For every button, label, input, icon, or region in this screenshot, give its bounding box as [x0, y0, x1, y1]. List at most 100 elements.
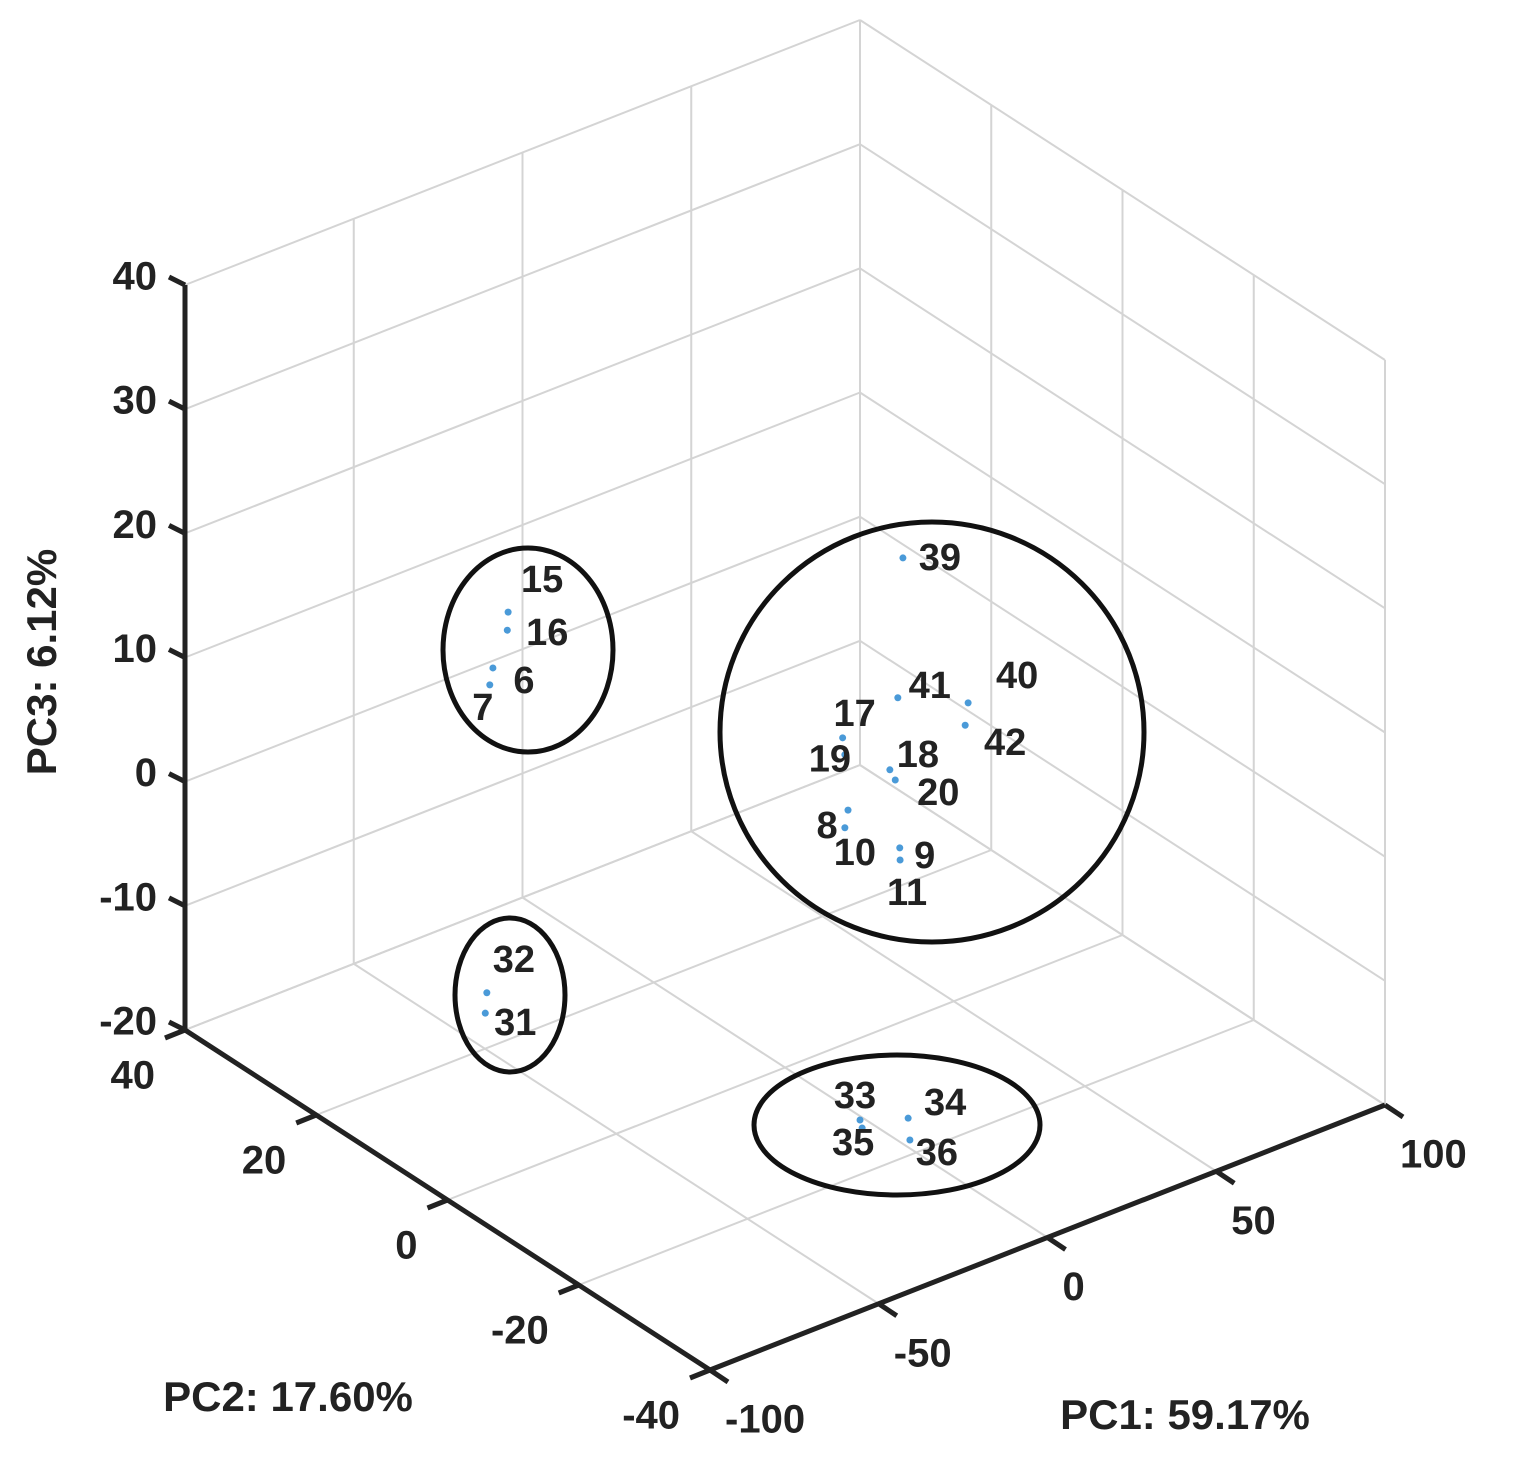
x-tick-label: 50 [1231, 1199, 1276, 1243]
y-tick-label: 0 [395, 1224, 417, 1268]
y-tick-label: 40 [111, 1054, 156, 1098]
grid-line [184, 391, 861, 659]
x-axis-label: PC1: 59.17% [1060, 1391, 1310, 1438]
x-tick-label: 0 [1063, 1265, 1085, 1309]
y-tick [164, 1027, 186, 1041]
grid-line [859, 639, 1386, 982]
z-tick [167, 523, 187, 536]
point [964, 699, 972, 707]
cluster-ellipse [440, 545, 616, 755]
y-tick [295, 1112, 318, 1126]
cluster-outlines [440, 519, 1147, 1198]
grid-line [859, 143, 1386, 486]
grid-line [578, 1019, 1255, 1286]
cluster-ellipse [717, 519, 1147, 945]
grid-line [184, 764, 861, 1031]
y-tick-label: 20 [242, 1139, 287, 1183]
x-tick [708, 1367, 730, 1385]
x-tick-label: -50 [894, 1331, 952, 1375]
point [489, 664, 497, 672]
x-tick-label: -100 [725, 1398, 805, 1442]
point [906, 1136, 914, 1144]
grid-line [184, 639, 861, 907]
z-tick [167, 647, 187, 660]
point [891, 776, 899, 784]
point-label: 40 [996, 655, 1038, 697]
point [503, 626, 511, 634]
grid-line [859, 515, 1386, 858]
point-label: 39 [919, 537, 961, 579]
point [504, 608, 512, 616]
point [899, 554, 907, 562]
y-tick [689, 1367, 711, 1381]
point-label: 9 [914, 835, 935, 877]
point-label: 11 [887, 872, 927, 914]
point-label: 16 [526, 612, 568, 654]
point [481, 1009, 489, 1017]
y-tick [557, 1282, 580, 1296]
point [894, 694, 902, 702]
point [961, 721, 969, 729]
z-tick [167, 1019, 187, 1033]
cluster-ellipse [751, 1052, 1043, 1198]
x-tick [1383, 1102, 1405, 1120]
z-axis-label: PC3: 6.12% [18, 549, 65, 775]
grid-line [184, 19, 861, 286]
point [904, 1114, 912, 1122]
x-tick [1046, 1235, 1067, 1252]
grid-line [184, 143, 861, 411]
point [483, 989, 491, 997]
point-label: 32 [493, 939, 535, 981]
point [844, 806, 852, 814]
point-label: 6 [513, 660, 534, 702]
point-label: 41 [909, 665, 951, 707]
x-tick [877, 1301, 899, 1318]
point-label: 18 [897, 734, 939, 776]
point-label: 33 [834, 1075, 876, 1117]
point-label: 10 [834, 832, 876, 874]
point-label: 20 [917, 772, 959, 814]
point-label: 7 [472, 687, 493, 729]
point-label: 19 [809, 739, 851, 781]
point [896, 844, 904, 852]
grid-line [184, 515, 861, 783]
grid-line [859, 267, 1386, 610]
cluster-ellipse [452, 915, 568, 1075]
point-label: 42 [984, 722, 1026, 764]
z-tick-label: 30 [113, 379, 158, 423]
x-tick [1214, 1169, 1236, 1186]
grid-line [859, 764, 1386, 1106]
grid-line [859, 19, 1386, 361]
y-tick [426, 1197, 449, 1211]
point-label: 15 [521, 559, 563, 601]
z-tick [167, 771, 187, 784]
point-label: 35 [832, 1122, 874, 1164]
point-label: 17 [833, 693, 875, 735]
z-tick-label: -20 [99, 1000, 157, 1044]
z-tick-label: 0 [135, 751, 157, 795]
y-tick-label: -20 [491, 1309, 549, 1353]
grid-line [447, 934, 1123, 1201]
point [858, 1124, 866, 1132]
grid-line [859, 391, 1386, 734]
point [486, 681, 494, 689]
point [839, 734, 847, 742]
point [841, 824, 849, 832]
point [841, 751, 849, 759]
z-tick-label: 40 [113, 255, 158, 299]
point [896, 856, 904, 864]
point-label: 8 [816, 805, 837, 847]
z-tick [167, 398, 187, 412]
grid-line [315, 849, 992, 1116]
z-tick-label: -10 [99, 875, 157, 919]
point [886, 766, 894, 774]
z-tick [167, 274, 187, 288]
grid-line [184, 267, 861, 535]
y-tick-label: -40 [622, 1394, 680, 1438]
y-axis-label: PC2: 17.60% [163, 1373, 413, 1420]
point-label: 31 [494, 1002, 536, 1044]
